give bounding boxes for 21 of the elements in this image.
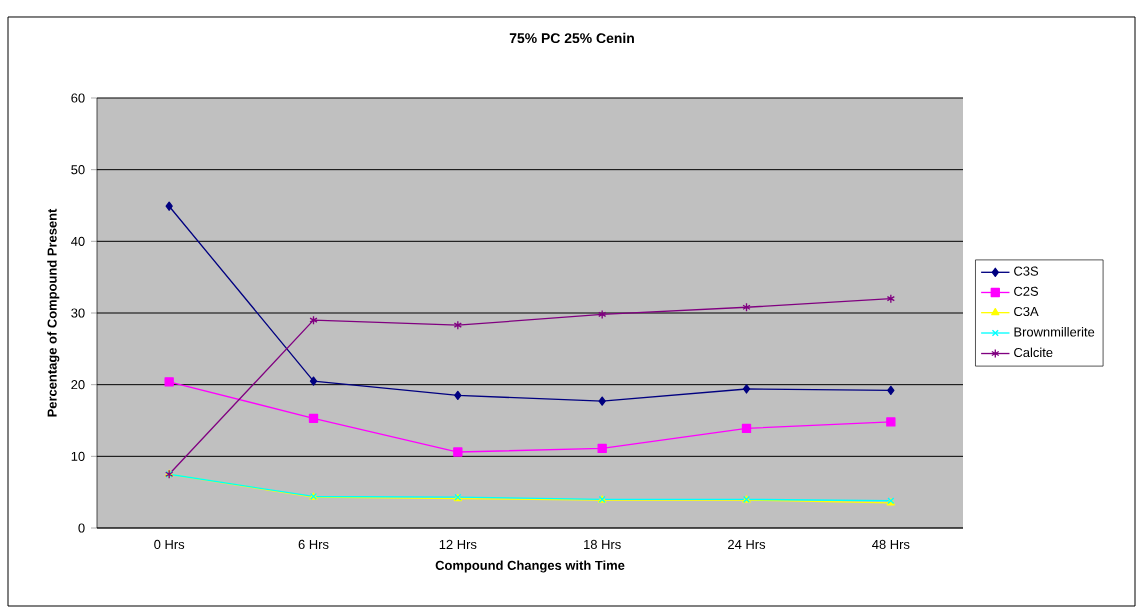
chart-title: 75% PC 25% Cenin	[509, 32, 634, 44]
y-tick-label: 60	[71, 93, 85, 103]
x-tick-label: 24 Hrs	[728, 539, 766, 550]
y-tick-label: 20	[71, 380, 85, 390]
legend-label: C3A	[1014, 306, 1039, 317]
y-tick-label: 40	[71, 236, 85, 246]
legend-label: C3S	[1014, 266, 1039, 276]
x-axis-title: Compound Changes with Time	[435, 560, 625, 573]
legend-label: Brownmillerite	[1014, 327, 1095, 337]
y-tick-label: 30	[71, 308, 85, 318]
x-tick-label: 6 Hrs	[298, 539, 329, 550]
legend-label: Calcite	[1014, 347, 1053, 358]
y-tick-label: 0	[78, 523, 85, 533]
legend-label: C2S	[1014, 286, 1039, 296]
y-tick-label: 10	[71, 451, 85, 461]
y-axis-title: Percentage of Compound Present	[47, 208, 60, 417]
x-tick-label: 0 Hrs	[154, 539, 185, 550]
x-tick-label: 18 Hrs	[584, 539, 621, 550]
x-tick-label: 12 Hrs	[439, 539, 477, 550]
x-tick-label: 48 Hrs	[872, 539, 910, 550]
y-tick-label: 50	[71, 165, 85, 175]
